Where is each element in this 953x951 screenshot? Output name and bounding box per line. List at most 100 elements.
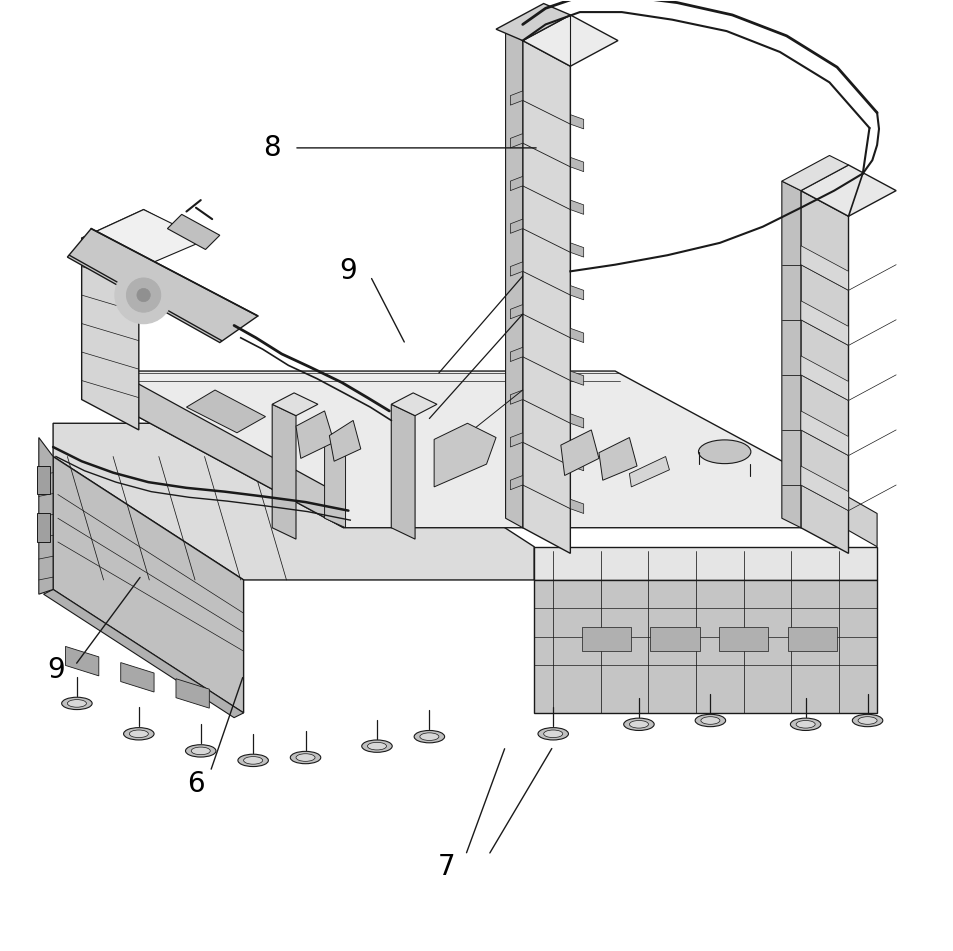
Polygon shape bbox=[391, 404, 415, 539]
Polygon shape bbox=[522, 41, 570, 553]
Polygon shape bbox=[37, 466, 51, 495]
Ellipse shape bbox=[62, 697, 92, 709]
Polygon shape bbox=[186, 390, 265, 433]
Polygon shape bbox=[37, 514, 51, 542]
Ellipse shape bbox=[698, 440, 750, 464]
Ellipse shape bbox=[419, 733, 438, 741]
Polygon shape bbox=[510, 176, 522, 190]
Ellipse shape bbox=[851, 714, 882, 727]
Polygon shape bbox=[167, 214, 219, 249]
Polygon shape bbox=[801, 190, 847, 553]
Polygon shape bbox=[68, 228, 257, 342]
Polygon shape bbox=[570, 200, 583, 214]
Polygon shape bbox=[570, 328, 583, 342]
Polygon shape bbox=[598, 437, 637, 480]
Ellipse shape bbox=[695, 714, 725, 727]
Polygon shape bbox=[570, 285, 583, 300]
Polygon shape bbox=[505, 31, 522, 528]
Ellipse shape bbox=[629, 721, 648, 728]
Polygon shape bbox=[510, 390, 522, 404]
Polygon shape bbox=[801, 245, 847, 290]
Polygon shape bbox=[801, 411, 847, 456]
Ellipse shape bbox=[857, 717, 876, 725]
Polygon shape bbox=[115, 371, 343, 528]
Polygon shape bbox=[522, 15, 618, 67]
Polygon shape bbox=[570, 499, 583, 514]
Polygon shape bbox=[115, 371, 842, 528]
Polygon shape bbox=[581, 628, 631, 651]
Text: 9: 9 bbox=[47, 656, 65, 684]
Polygon shape bbox=[801, 301, 847, 345]
Ellipse shape bbox=[790, 718, 820, 730]
Ellipse shape bbox=[367, 743, 386, 750]
Polygon shape bbox=[570, 115, 583, 129]
Ellipse shape bbox=[537, 728, 568, 740]
Polygon shape bbox=[510, 91, 522, 106]
Polygon shape bbox=[787, 628, 836, 651]
Polygon shape bbox=[329, 420, 360, 461]
Ellipse shape bbox=[414, 730, 444, 743]
Polygon shape bbox=[842, 495, 876, 547]
Polygon shape bbox=[719, 628, 768, 651]
Ellipse shape bbox=[700, 717, 720, 725]
Ellipse shape bbox=[361, 740, 392, 752]
Polygon shape bbox=[82, 238, 139, 430]
Polygon shape bbox=[560, 430, 598, 476]
Text: 7: 7 bbox=[437, 853, 455, 881]
Polygon shape bbox=[434, 423, 496, 487]
Polygon shape bbox=[496, 4, 570, 41]
Ellipse shape bbox=[290, 751, 320, 764]
Polygon shape bbox=[629, 456, 669, 487]
Ellipse shape bbox=[68, 700, 87, 708]
Polygon shape bbox=[121, 663, 153, 692]
Text: 6: 6 bbox=[187, 770, 205, 798]
Ellipse shape bbox=[543, 730, 562, 738]
Polygon shape bbox=[175, 679, 209, 708]
Polygon shape bbox=[510, 219, 522, 233]
Ellipse shape bbox=[185, 745, 215, 757]
Polygon shape bbox=[570, 371, 583, 385]
Ellipse shape bbox=[295, 754, 314, 762]
Circle shape bbox=[127, 278, 160, 312]
Polygon shape bbox=[534, 580, 876, 713]
Polygon shape bbox=[53, 423, 534, 580]
Circle shape bbox=[137, 288, 150, 301]
Polygon shape bbox=[66, 647, 99, 676]
Polygon shape bbox=[570, 243, 583, 257]
Polygon shape bbox=[39, 437, 53, 594]
Ellipse shape bbox=[243, 757, 262, 765]
Polygon shape bbox=[570, 414, 583, 428]
Text: 9: 9 bbox=[339, 258, 356, 285]
Polygon shape bbox=[510, 262, 522, 276]
Polygon shape bbox=[781, 155, 847, 190]
Polygon shape bbox=[44, 590, 243, 718]
Polygon shape bbox=[324, 433, 345, 528]
Polygon shape bbox=[781, 181, 801, 528]
Polygon shape bbox=[82, 209, 205, 268]
Polygon shape bbox=[82, 209, 200, 268]
Polygon shape bbox=[272, 404, 295, 539]
Ellipse shape bbox=[124, 728, 153, 740]
Polygon shape bbox=[801, 165, 895, 216]
Polygon shape bbox=[570, 157, 583, 171]
Polygon shape bbox=[510, 304, 522, 319]
Text: 8: 8 bbox=[263, 134, 281, 162]
Polygon shape bbox=[53, 456, 243, 713]
Circle shape bbox=[115, 266, 172, 323]
Polygon shape bbox=[510, 134, 522, 148]
Polygon shape bbox=[510, 476, 522, 490]
Ellipse shape bbox=[191, 747, 210, 755]
Polygon shape bbox=[650, 628, 700, 651]
Polygon shape bbox=[570, 456, 583, 471]
Ellipse shape bbox=[130, 730, 149, 738]
Polygon shape bbox=[801, 466, 847, 511]
Ellipse shape bbox=[796, 721, 814, 728]
Polygon shape bbox=[391, 393, 436, 416]
Polygon shape bbox=[272, 393, 317, 416]
Polygon shape bbox=[801, 356, 847, 400]
Ellipse shape bbox=[623, 718, 654, 730]
Polygon shape bbox=[510, 347, 522, 361]
Polygon shape bbox=[534, 547, 876, 580]
Polygon shape bbox=[295, 411, 334, 458]
Ellipse shape bbox=[237, 754, 268, 767]
